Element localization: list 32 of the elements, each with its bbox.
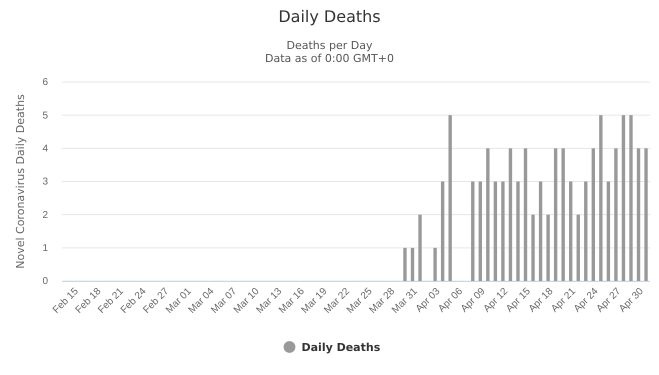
bar bbox=[448, 115, 452, 281]
bar bbox=[494, 182, 498, 281]
bar bbox=[508, 148, 512, 281]
chart-title: Daily Deaths bbox=[278, 7, 381, 26]
chart-subtitle: Deaths per Day Data as of 0:00 GMT+0 bbox=[265, 39, 394, 65]
bar bbox=[433, 248, 437, 281]
bar bbox=[599, 115, 603, 281]
bar bbox=[440, 182, 444, 281]
bar bbox=[501, 182, 505, 281]
y-tick-label: 0 bbox=[42, 276, 48, 288]
bar bbox=[538, 182, 542, 281]
y-tick-label: 4 bbox=[42, 144, 48, 155]
y-axis-title: Novel Coronavirus Daily Deaths bbox=[14, 94, 27, 269]
y-tick-label: 6 bbox=[42, 77, 48, 88]
bar bbox=[471, 182, 474, 281]
bar bbox=[569, 182, 572, 281]
bar bbox=[554, 148, 558, 281]
y-tick-label: 3 bbox=[42, 176, 48, 188]
y-tick-label: 2 bbox=[42, 210, 48, 221]
y-tick-label: 5 bbox=[42, 110, 48, 122]
y-tick-label: 1 bbox=[42, 243, 48, 254]
bar bbox=[486, 148, 490, 281]
bar bbox=[622, 115, 626, 281]
bar bbox=[576, 214, 580, 281]
bar bbox=[478, 182, 482, 281]
bar bbox=[592, 148, 596, 281]
bar bbox=[546, 214, 550, 281]
legend-label: Daily Deaths bbox=[302, 341, 381, 354]
bar bbox=[614, 148, 618, 281]
bar bbox=[561, 148, 565, 281]
bar bbox=[584, 182, 588, 281]
bar bbox=[606, 182, 610, 281]
